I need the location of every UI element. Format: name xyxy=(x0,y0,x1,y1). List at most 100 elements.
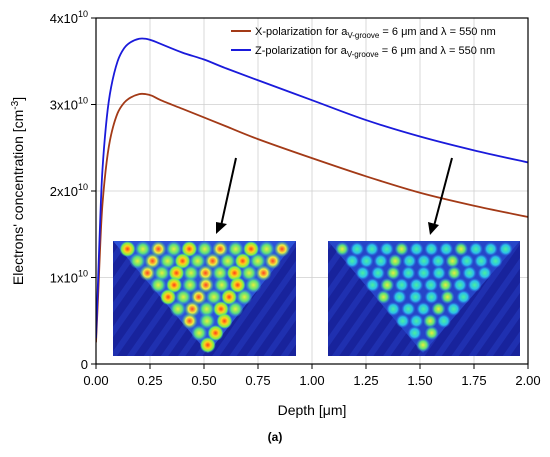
inset-2-spot-9 xyxy=(468,242,483,256)
inset-1-spot-51 xyxy=(191,325,208,341)
inset-1-spot-37 xyxy=(160,289,177,305)
inset-1-spot-1 xyxy=(134,241,151,257)
inset-1-spot-22 xyxy=(153,265,170,281)
inset-2-spot-28 xyxy=(431,266,446,280)
inset-2-spot-25 xyxy=(386,266,401,280)
inset-2-spot-39 xyxy=(467,278,482,292)
inset-2-spot-33 xyxy=(380,278,395,292)
inset-2-spot-44 xyxy=(440,290,455,304)
inset-2-spot-47 xyxy=(401,302,416,316)
inset-2-spot-31 xyxy=(477,266,492,280)
inset-1-spot-29 xyxy=(255,265,272,281)
inset-1-spot-32 xyxy=(182,277,199,293)
inset-2-spot-50 xyxy=(446,302,461,316)
legend-label-z: Z-polarization for aV-groove = 6 μm and … xyxy=(255,45,495,59)
y-axis-title: Electrons' concentration [cm-3] xyxy=(10,97,26,285)
inset-1-spot-47 xyxy=(227,301,244,317)
inset-2-spot-56 xyxy=(424,326,439,340)
inset-2-spot-21 xyxy=(474,254,489,268)
z-polarization-field-map xyxy=(328,241,520,356)
inset-2-spot-48 xyxy=(416,302,431,316)
inset-2-spot-49 xyxy=(431,302,446,316)
inset-1-spot-33 xyxy=(197,277,214,293)
inset-2-spot-5 xyxy=(409,242,424,256)
inset-1-spot-39 xyxy=(190,289,207,305)
inset-1-spot-46 xyxy=(213,301,230,317)
inset-2-spot-2 xyxy=(364,242,379,256)
y-axis-title-sup: -3 xyxy=(10,100,21,109)
inset-1-spot-8 xyxy=(243,241,260,257)
inset-1-spot-52 xyxy=(207,325,224,341)
inset-2-spot-15 xyxy=(388,254,403,268)
x-tick-label-4: 1.00 xyxy=(299,373,324,388)
legend-z-tail: = 6 μm and λ = 550 nm xyxy=(379,45,495,57)
inset-2-spot-0 xyxy=(335,242,350,256)
inset-2-spot-57 xyxy=(416,338,431,352)
inset-2-spot-32 xyxy=(365,278,380,292)
inset-1-spot-28 xyxy=(241,265,258,281)
inset-1-spot-38 xyxy=(175,289,192,305)
x-axis: 0.00 0.25 0.50 0.75 1.00 1.25 1.50 1.75 2.00 xyxy=(83,364,541,388)
legend: X-polarization for aV-groove = 6 μm and … xyxy=(231,26,496,59)
inset-1-spot-31 xyxy=(166,277,183,293)
x-tick-label-7: 1.75 xyxy=(461,373,486,388)
figure-caption: (a) xyxy=(268,430,283,444)
inset-1-spot-18 xyxy=(234,253,251,269)
inset-1-spot-23 xyxy=(168,265,185,281)
y-axis-title-end: ] xyxy=(10,97,26,101)
inset-2-spots xyxy=(335,242,513,352)
inset-1-spot-6 xyxy=(212,241,229,257)
grid xyxy=(96,18,528,364)
x-tick-label-1: 0.25 xyxy=(137,373,162,388)
x-tick-label-2: 0.50 xyxy=(191,373,216,388)
inset-2-spot-41 xyxy=(392,290,407,304)
inset-2-spot-6 xyxy=(424,242,439,256)
inset-1-spot-13 xyxy=(159,253,176,269)
inset-1-spot-9 xyxy=(258,241,275,257)
inset-2-spot-24 xyxy=(371,266,385,280)
inset-2-spot-42 xyxy=(408,290,423,304)
inset-1-spot-15 xyxy=(189,253,206,269)
inset-2-spot-23 xyxy=(355,266,370,280)
inset-1-spot-43 xyxy=(169,301,186,317)
inset-1-spot-50 xyxy=(216,313,233,329)
inset-2-spot-29 xyxy=(447,266,462,280)
inset-1-spot-11 xyxy=(129,253,146,269)
inset-2-spot-19 xyxy=(445,254,460,268)
y-tick-label-0: 0 xyxy=(81,357,88,372)
inset-2-spot-35 xyxy=(409,278,424,292)
legend-z-sub: V-groove xyxy=(347,50,380,59)
inset-1-spot-26 xyxy=(212,265,229,281)
inset-1-spot-21 xyxy=(139,265,156,281)
y-axis: 0 1x1010 2x1010 3x1010 4x1010 xyxy=(50,9,96,372)
inset-2-spot-16 xyxy=(402,254,417,268)
series-line-x xyxy=(96,92,528,343)
x-tick-label-5: 1.25 xyxy=(353,373,378,388)
x-tick-label-6: 1.50 xyxy=(407,373,432,388)
inset-2-spot-36 xyxy=(423,278,438,292)
inset-1-spot-19 xyxy=(249,253,266,269)
inset-1-spot-24 xyxy=(182,265,199,281)
inset-2-spot-3 xyxy=(379,242,394,256)
inset-2-spot-4 xyxy=(394,242,409,256)
legend-z-name: Z-polarization for a xyxy=(255,45,348,57)
y-tick-label-4: 4x1010 xyxy=(50,9,88,26)
inset-1-spot-20 xyxy=(264,253,281,269)
inset-2-spot-14 xyxy=(373,254,388,268)
y-axis-title-main: Electrons' concentration [cm xyxy=(10,110,26,285)
inset-2-spot-40 xyxy=(376,290,391,304)
inset-2-spot-12 xyxy=(345,254,360,268)
inset-2-spot-27 xyxy=(416,266,431,280)
inset-1-spot-44 xyxy=(184,301,201,317)
inset-2-spot-17 xyxy=(416,254,431,268)
x-polarization-field-map xyxy=(113,241,296,356)
inset-1-spot-25 xyxy=(197,265,214,281)
inset-1-spot-3 xyxy=(165,241,182,257)
inset-1-spot-48 xyxy=(181,313,198,329)
inset-1-spot-35 xyxy=(229,277,246,293)
legend-x-tail: = 6 μm and λ = 550 nm xyxy=(379,26,495,38)
inset-2-spot-43 xyxy=(424,290,439,304)
inset-1-spot-4 xyxy=(181,241,198,257)
